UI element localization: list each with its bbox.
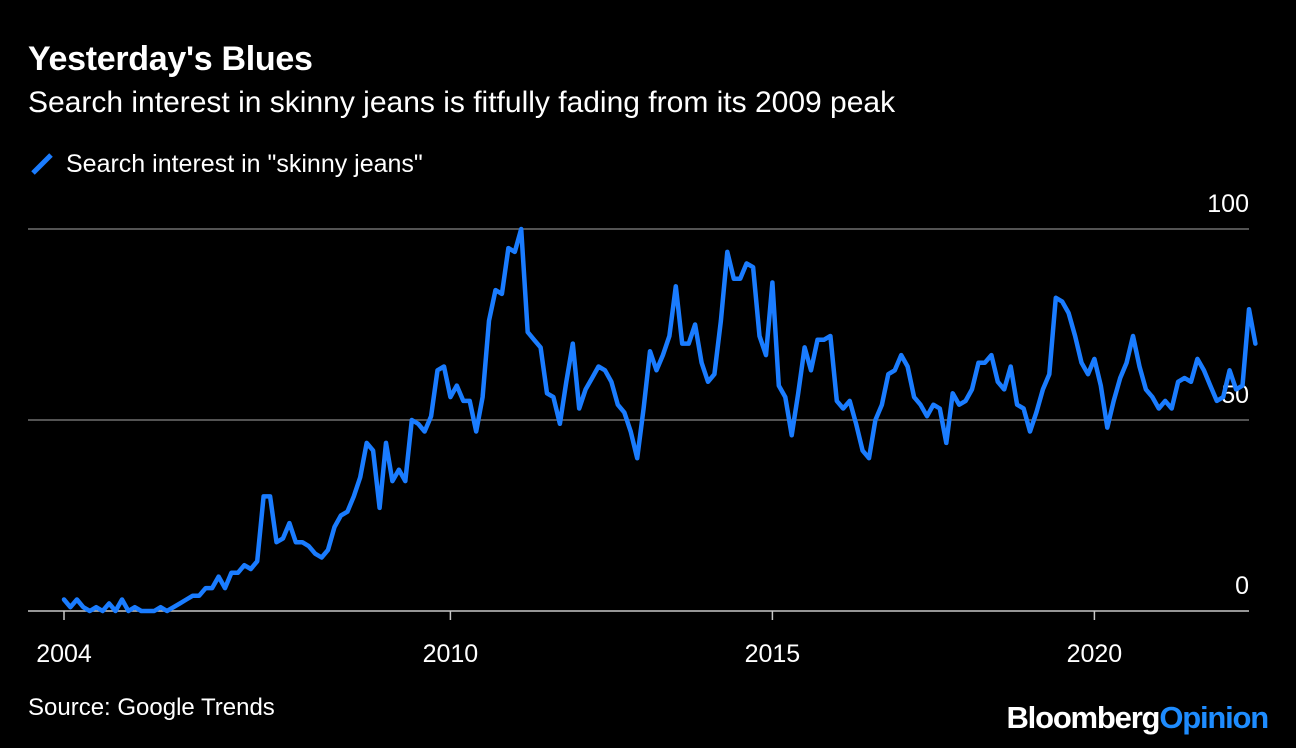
x-tick-label-2015: 2015 — [745, 640, 801, 668]
x-tick-label-2020: 2020 — [1067, 640, 1123, 668]
brand-logo: BloombergOpinion — [1006, 700, 1269, 736]
legend: Search interest in "skinny jeans" — [30, 147, 423, 181]
series-line-0 — [61, 226, 1258, 614]
x-tick-label-2010: 2010 — [423, 640, 479, 668]
brand-section: Opinion — [1159, 700, 1269, 735]
chart-title: Yesterday's Blues — [28, 40, 313, 78]
y-tick-label-0: 0 — [1235, 572, 1249, 600]
x-tick-label-2004: 2004 — [36, 640, 92, 668]
chart-subtitle: Search interest in skinny jeans is fitfu… — [28, 86, 896, 119]
source-note: Source: Google Trends — [28, 694, 275, 721]
brand-name: Bloomberg — [1006, 700, 1160, 735]
legend-label: Search interest in "skinny jeans" — [66, 149, 423, 178]
legend-swatch-icon — [31, 153, 53, 175]
y-tick-label-100: 100 — [1207, 190, 1249, 218]
